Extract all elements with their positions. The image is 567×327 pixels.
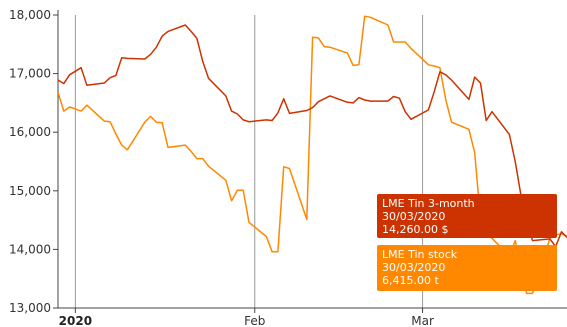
x-tick-label: 2020 — [59, 314, 92, 327]
y-tick-label: 15,000 — [9, 184, 51, 198]
tooltip-date: 30/03/2020 — [382, 210, 445, 223]
tooltip-date: 30/03/2020 — [382, 261, 445, 274]
series-line-tin-stock — [58, 15, 567, 295]
y-tick-label: 16,000 — [9, 125, 51, 139]
y-tick-label: 13,000 — [9, 301, 51, 315]
x-tick-label: Mar — [411, 314, 434, 327]
x-tick-label: Feb — [244, 314, 265, 327]
tooltip-box — [377, 194, 557, 238]
y-tick-label: 17,000 — [9, 67, 51, 81]
axes: 13,000 14,000 15,000 16,000 17,000 18,000 2020… — [9, 8, 567, 327]
tooltip-series-name: LME Tin stock — [382, 248, 458, 261]
tooltip-box — [377, 245, 557, 291]
series-group — [58, 15, 567, 295]
tooltip-series-name: LME Tin 3-month — [382, 197, 475, 210]
tooltip-value: 14,260.00 $ — [382, 223, 448, 236]
tooltip-value: 6,415.00 t — [382, 274, 439, 287]
y-tick-label: 14,000 — [9, 242, 51, 256]
series-line-tin-3-month — [58, 24, 567, 248]
y-tick-label: 18,000 — [9, 8, 51, 22]
